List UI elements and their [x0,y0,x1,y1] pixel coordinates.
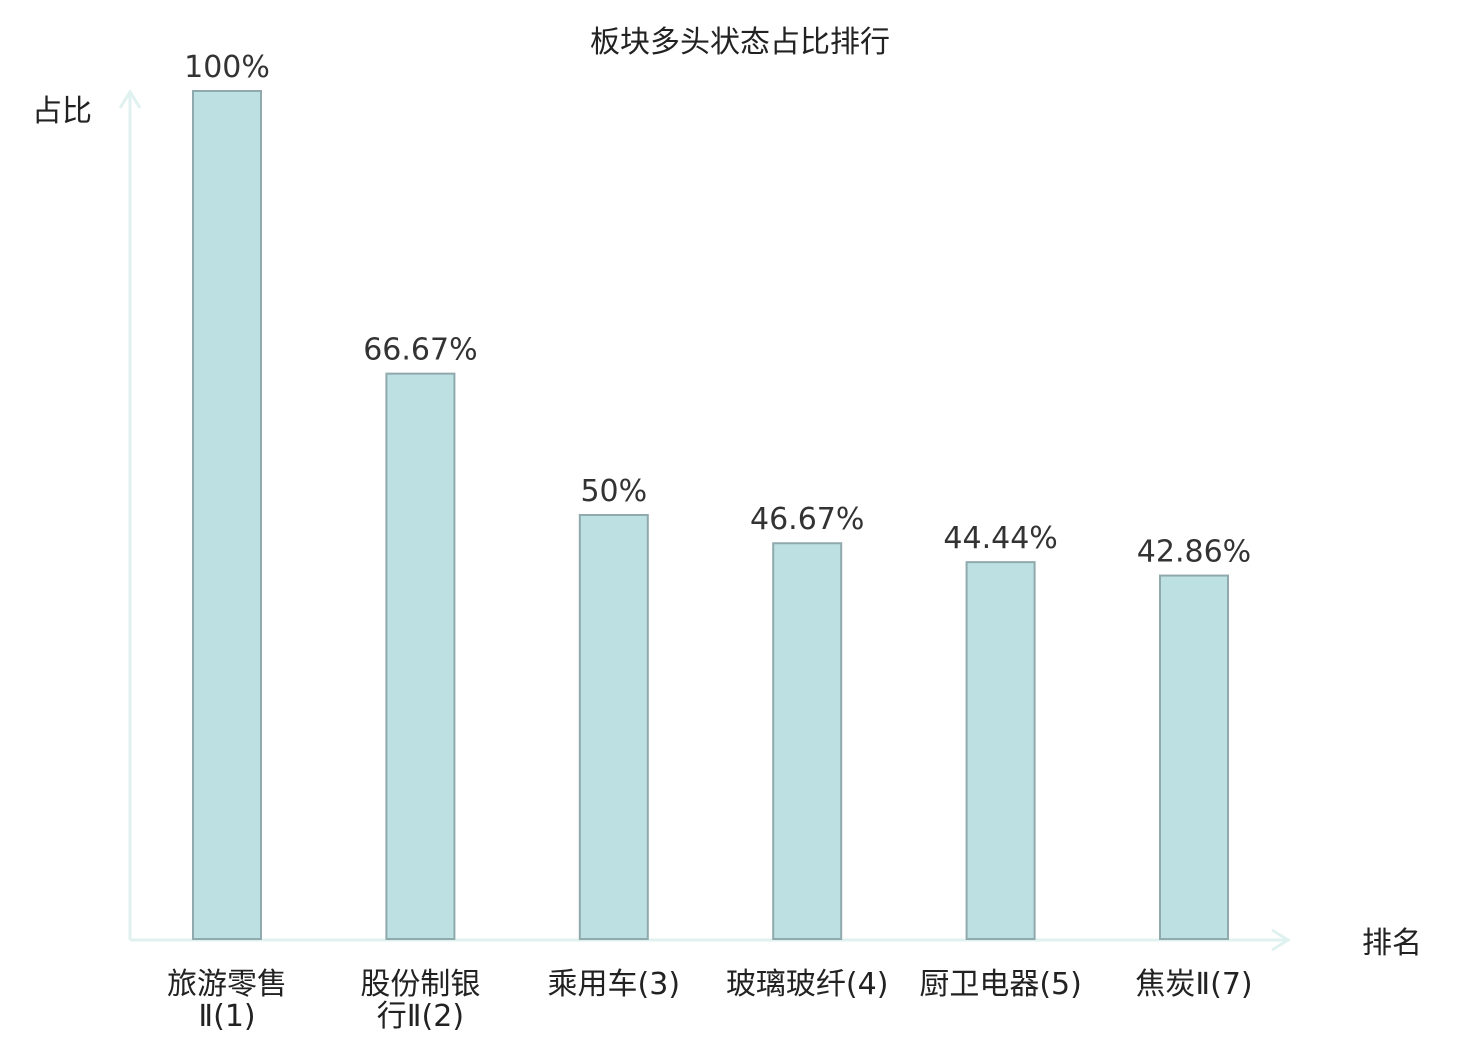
bar-series [192,90,1229,940]
bar [385,372,456,940]
bar [965,561,1036,940]
bar [192,90,262,940]
y-axis-label: 占比 [32,94,92,129]
x-tick-label: 乘用车(3) [548,967,681,1002]
bar-value-label: 100% [184,50,270,85]
bar-value-label: 66.67% [363,333,477,368]
x-tick-label: Ⅱ(1) [198,999,255,1034]
bar [578,514,649,940]
axes [118,89,1291,952]
x-axis-label: 排名 [1362,926,1422,961]
bar-value-label: 44.44% [943,521,1057,556]
x-tick-label: 玻璃玻纤(4) [726,967,889,1002]
x-tick-label: 厨卫电器(5) [919,967,1082,1002]
x-tick-label: 行Ⅱ(2) [377,999,464,1034]
bar [1159,574,1229,940]
x-tick-label: 焦炭Ⅱ(7) [1135,967,1252,1002]
x-tick-label: 股份制银 [360,967,480,1002]
chart-title: 板块多头状态占比排行 [590,25,890,60]
x-axis-arrow [1271,928,1291,952]
bar-value-label: 50% [580,474,647,509]
bar [772,542,843,940]
bar-value-label: 46.67% [750,502,864,537]
y-axis-arrow [118,89,142,109]
x-tick-label: 旅游零售 [167,967,287,1002]
bar-value-label: 42.86% [1137,535,1251,570]
value-labels: 100% 66.67% 50% 46.67% 44.44% 42.86% [184,50,1251,570]
